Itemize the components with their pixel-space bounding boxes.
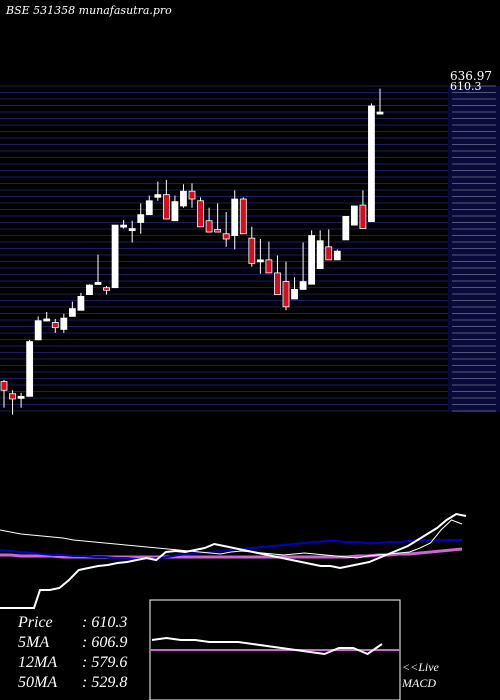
stat-50ma-value: 529.8 [91, 674, 128, 691]
macd-label: MACD [402, 676, 436, 690]
candle-body [359, 204, 367, 229]
ma5-line [0, 519, 463, 559]
candle-body [325, 246, 333, 261]
candle-body [137, 214, 145, 223]
candle-body [26, 341, 34, 397]
candle-body [239, 198, 247, 235]
candle-body [180, 190, 187, 207]
chart-title: BSE 531358 munafasutra.pro [6, 4, 172, 17]
candle-body [299, 281, 307, 290]
candle-body [248, 237, 256, 264]
candle-body [222, 233, 230, 240]
candle-body [205, 220, 213, 233]
price-axis-label-top: 636.97 [450, 69, 492, 83]
candle-body [154, 194, 162, 198]
macd-live-label[interactable]: <<Live [402, 660, 439, 674]
candle-body [256, 259, 264, 263]
candle-body [162, 194, 170, 220]
ma12-line [0, 539, 462, 560]
stat-5ma: 5MA: 606.9 [18, 634, 128, 651]
price-axis-label-second: 610.3 [450, 80, 482, 93]
macd-line [151, 636, 383, 656]
stat-12ma-label: 12MA [18, 654, 58, 671]
candle-body [43, 318, 51, 322]
candle-body [86, 284, 93, 296]
candle-body [333, 250, 341, 261]
candle-body [316, 240, 324, 269]
candle-body [0, 381, 8, 391]
stat-5ma-label: 5MA [18, 634, 50, 651]
candle-body [231, 198, 239, 236]
stat-50ma-label: 50MA [18, 674, 58, 691]
candle-body [94, 282, 102, 285]
candle-body [188, 190, 196, 200]
price-line [0, 512, 467, 609]
stat-price-label: Price [18, 614, 53, 631]
stat-12ma-value: 579.6 [91, 654, 128, 671]
stat-price: Price: 610.3 [18, 614, 128, 631]
stat-5ma-value: 606.9 [91, 634, 128, 651]
candle-body [77, 295, 85, 311]
candle-body [145, 200, 153, 216]
candle-body [376, 111, 384, 115]
candle-body [120, 224, 128, 228]
candle-body [68, 308, 76, 317]
candle-body [282, 281, 290, 308]
candle-body [111, 224, 119, 289]
candle-body [214, 229, 222, 233]
candle-body [308, 235, 316, 285]
candle-body [171, 201, 179, 222]
candle-body [128, 228, 136, 231]
candle-body [350, 205, 358, 226]
candle-body [291, 289, 298, 300]
candle-body [9, 393, 16, 400]
candle-body [34, 320, 42, 341]
candle-body [17, 395, 25, 399]
stat-price-value: 610.3 [91, 614, 128, 631]
candle-body [103, 287, 110, 291]
candle-body [274, 272, 281, 296]
candle-body [51, 322, 59, 329]
candle-body [342, 215, 350, 241]
candle-body [368, 105, 375, 223]
candle-body [60, 317, 68, 330]
stat-12ma: 12MA: 579.6 [18, 654, 128, 671]
candle-body [197, 200, 204, 228]
stat-50ma: 50MA: 529.8 [18, 674, 128, 691]
candle-body [265, 259, 273, 274]
